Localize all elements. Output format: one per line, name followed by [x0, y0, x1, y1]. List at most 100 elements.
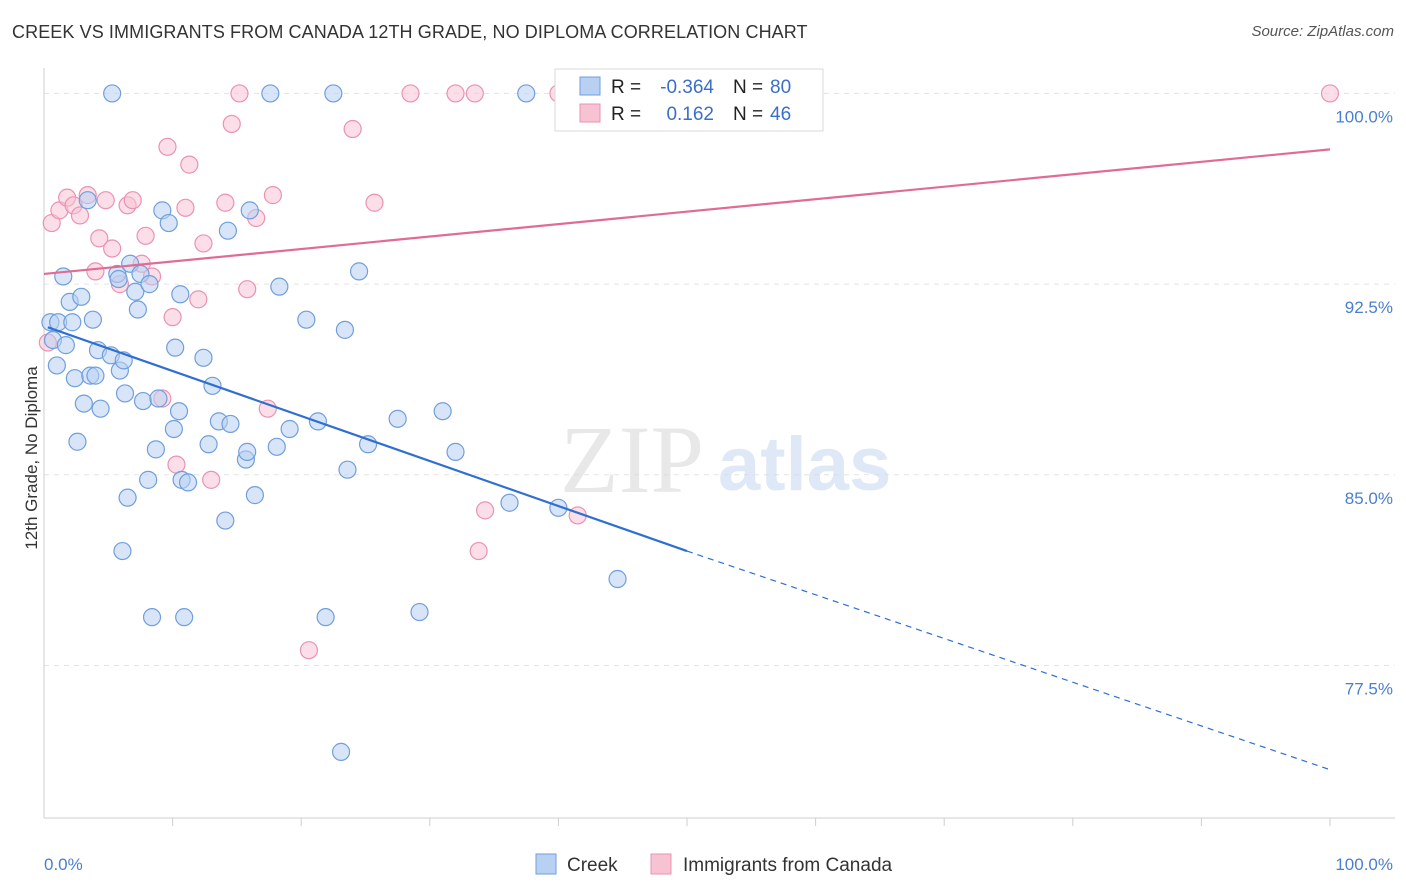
point-canada [230, 84, 249, 103]
point-creek [324, 84, 343, 103]
y-tick-label: 92.5% [1345, 298, 1393, 317]
point-canada [238, 280, 257, 299]
point-creek [47, 356, 66, 375]
point-creek [297, 310, 316, 329]
legend-swatch-creek [579, 76, 601, 96]
trend-line-creek-extrapolated [686, 550, 1331, 771]
legend-n-value-canada: 46 [770, 104, 791, 125]
series-legend: Creek Immigrants from Canada [535, 853, 893, 876]
point-creek [338, 460, 357, 479]
y-tick-label: 100.0% [1335, 107, 1393, 126]
y-tick-label: 77.5% [1345, 679, 1393, 698]
point-creek [65, 369, 84, 388]
point-canada [158, 137, 177, 156]
x-axis-ticks [172, 818, 1331, 826]
series-legend-swatch-creek[interactable] [535, 853, 557, 875]
point-creek [175, 608, 194, 627]
point-canada [180, 155, 199, 174]
point-creek [159, 213, 178, 233]
point-creek [410, 602, 429, 622]
chart-title: CREEK VS IMMIGRANTS FROM CANADA 12TH GRA… [12, 22, 808, 42]
point-creek [140, 275, 159, 294]
point-canada [202, 470, 221, 489]
point-creek [267, 437, 286, 456]
point-creek [164, 419, 183, 439]
point-canada [70, 206, 90, 225]
point-creek [221, 414, 240, 434]
point-creek [115, 384, 135, 403]
point-creek [261, 84, 280, 103]
point-creek [280, 419, 299, 439]
point-creek [216, 511, 235, 530]
point-creek [238, 442, 257, 461]
point-canada [90, 229, 109, 248]
source-credit: Source: ZipAtlas.com [1251, 23, 1394, 40]
point-canada [136, 226, 155, 245]
point-canada [299, 641, 319, 660]
point-creek [388, 409, 407, 428]
point-creek [500, 493, 519, 512]
trend-line-canada [43, 148, 1331, 276]
series-legend-label-canada[interactable]: Immigrants from Canada [683, 855, 893, 876]
point-creek [128, 300, 147, 319]
legend-r-value-creek: -0.364 [660, 77, 714, 98]
gridlines [44, 92, 1395, 666]
point-creek [113, 541, 132, 561]
point-creek [146, 440, 165, 459]
point-creek [63, 313, 82, 332]
legend-swatch-canada [579, 103, 601, 123]
point-canada [401, 84, 420, 103]
point-canada [469, 541, 488, 561]
correlation-legend: R = -0.364 N = 80 R = 0.162 N = 46 [554, 68, 824, 132]
y-tick-labels: 77.5% 85.0% 92.5% 100.0% [1335, 107, 1393, 698]
point-canada [176, 198, 195, 217]
point-creek [133, 391, 153, 411]
legend-r-value-canada: 0.162 [666, 104, 714, 125]
point-canada [222, 114, 241, 134]
point-creek [149, 389, 168, 408]
y-axis-label: 12th Grade, No Diploma [22, 366, 41, 550]
point-creek [349, 262, 369, 281]
legend-r-label-creek: R = [611, 77, 641, 98]
point-creek [240, 201, 259, 220]
trend-lines [43, 148, 1331, 771]
point-canada [343, 119, 362, 139]
point-creek [166, 338, 185, 357]
series-legend-label-creek[interactable]: Creek [567, 855, 618, 876]
point-creek [86, 366, 105, 385]
point-canada [465, 84, 484, 103]
point-canada [167, 455, 186, 474]
point-creek [331, 742, 351, 761]
trend-line-creek [47, 326, 688, 553]
x-tick-label-max: 100.0% [1335, 855, 1393, 874]
y-tick-label: 85.0% [1345, 489, 1393, 508]
point-canada [123, 191, 142, 210]
series-legend-swatch-canada[interactable] [650, 853, 672, 875]
point-creek [126, 282, 145, 301]
point-canada [103, 239, 122, 258]
point-creek [245, 486, 265, 505]
point-creek [74, 394, 93, 413]
point-canada [475, 501, 495, 520]
point-creek [83, 310, 102, 329]
point-creek [199, 435, 218, 454]
point-creek [270, 277, 289, 296]
point-creek [103, 84, 122, 103]
point-canada [258, 399, 277, 418]
point-canada [446, 84, 465, 103]
point-canada [96, 191, 115, 210]
point-creek [316, 608, 335, 627]
point-creek [171, 285, 190, 304]
point-creek [109, 269, 128, 289]
point-canada [1320, 84, 1340, 103]
point-canada [216, 193, 235, 212]
point-canada [189, 290, 208, 309]
point-creek [56, 336, 75, 355]
point-canada [86, 262, 105, 281]
point-creek [68, 432, 87, 451]
point-canada [365, 193, 384, 212]
point-creek [118, 488, 137, 507]
legend-n-label-canada: N = [733, 104, 763, 125]
point-canada [263, 186, 283, 205]
